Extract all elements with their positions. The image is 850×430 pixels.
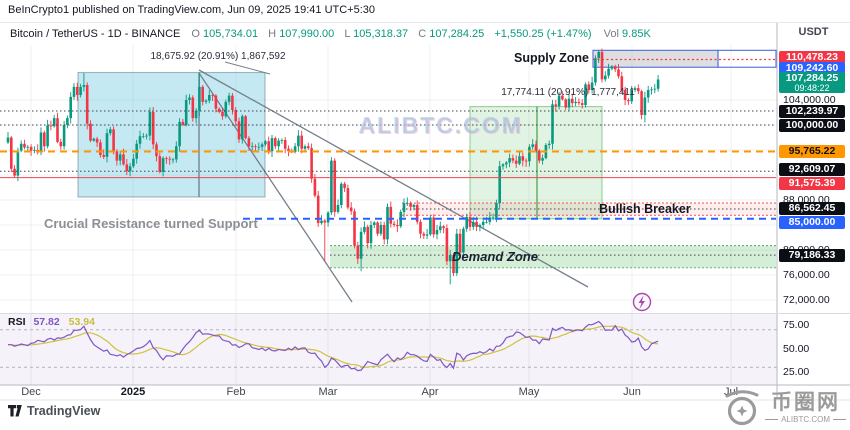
high-label: H [268,28,277,40]
change-value: +1,550.25 (+1.47%) [494,28,592,40]
time-tick: Dec [21,386,41,398]
time-tick: Feb [226,386,246,398]
crucial-support-label: Crucial Resistance turned Support [44,216,258,231]
low-value: 105,318.37 [353,28,409,40]
tradingview-text: TradingView [27,404,101,418]
price-level-label: 86,562.45 [779,202,845,215]
price-level-label: 109,242.60 [779,61,845,75]
open-value: 105,734.01 [203,28,259,40]
rsi-tick: 50.00 [783,342,810,355]
rsi-tick: 75.00 [783,319,810,331]
price-level-label: 91,575.39 [779,176,845,190]
price-level-label: 92,609.07 [779,163,845,176]
scale-currency: USDT [798,26,829,38]
site-watermark: ALIBTC.COM [358,112,523,138]
brand-swirl-icon [725,390,759,426]
price-tick: 104,000.00 [783,94,836,106]
time-tick: Apr [421,386,439,398]
price-level-label: 107,284.25 09:48:22 [779,72,845,93]
volume-value: 9.85K [622,28,651,40]
supply-zone-label: Supply Zone [514,51,589,65]
measure-annotation-mid: 17,774.11 (20.91%) 1,777,411 [501,87,635,98]
rsi-ma-value: 53.94 [68,316,95,328]
time-tick: May [518,386,540,398]
time-tick: Mar [318,386,338,398]
price-level-label: 85,000.00 [779,215,845,229]
price-level-label: 95,765.22 [779,144,845,158]
price-level-label: 100,000.00 [779,118,845,132]
open-label: O [191,28,200,40]
time-axis[interactable]: Dec 2025 Feb Mar Apr May Jun Jul [0,386,777,401]
time-tick: Jun [623,386,641,398]
symbol-title[interactable]: Bitcoin / TetherUS - 1D - BINANCE [10,28,181,40]
volume-label: Vol [603,28,619,40]
close-label: C [418,28,427,40]
price-tick: 76,000.00 [783,269,830,281]
price-scale[interactable]: USDT 104,000.0088,000.0080,000.0076,000.… [777,0,850,430]
brand-logo: 币圈网 ALIBTC.COM [723,387,846,427]
boost-lightning-icon[interactable] [632,292,652,312]
rsi-legend: RSI 57.82 53.94 [8,316,95,328]
time-tick: 2025 [120,386,146,398]
price-level-label: 110,478.23 [779,51,845,64]
demand-zone-label: Demand Zone [452,249,538,264]
high-value: 107,990.00 [279,28,335,40]
low-label: L [344,28,351,40]
price-level-label: 79,186.33 [779,248,845,262]
tradingview-attribution[interactable]: TradingView [8,404,100,418]
rsi-title: RSI [8,316,26,328]
price-tick: 72,000.00 [783,294,830,306]
bullish-breaker-label: Bullish Breaker [599,202,691,216]
rsi-tick: 25.00 [783,366,810,378]
brand-name: 币圈网 [771,390,841,414]
published-bar: BeInCrypto1 published on TradingView.com… [0,0,850,23]
tradingview-icon [8,405,22,417]
measure-annotation-top: 18,675.92 (20.91%) 1,867,592 [150,51,286,62]
price-level-label: 102,239.97 [779,104,845,118]
published-text: BeInCrypto1 published on TradingView.com… [8,4,376,16]
brand-url: ALIBTC.COM [765,415,846,424]
rsi-value: 57.82 [33,316,60,328]
close-value: 107,284.25 [429,28,485,40]
ohlc-legend: Bitcoin / TetherUS - 1D - BINANCE O 105,… [10,25,658,43]
